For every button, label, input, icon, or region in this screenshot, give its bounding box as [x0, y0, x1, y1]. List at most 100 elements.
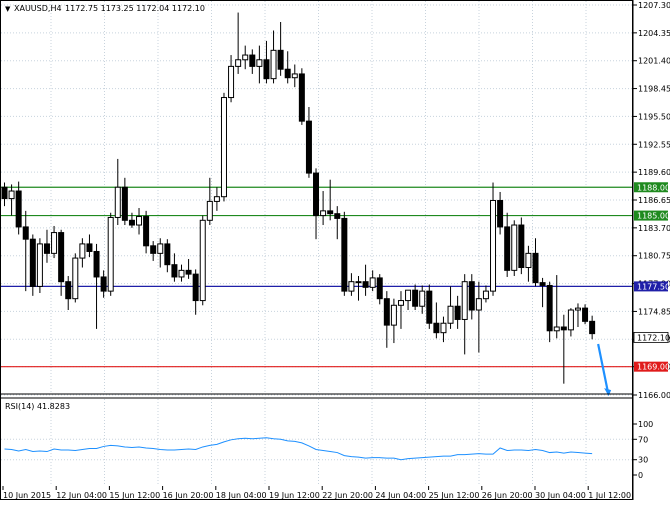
candle — [291, 64, 298, 88]
candle-body-bear — [589, 320, 596, 335]
price-level-tag — [634, 210, 668, 221]
candle-body-bull — [348, 281, 355, 292]
candle-body-bear — [362, 281, 369, 288]
candle — [525, 245, 532, 282]
candle — [447, 286, 454, 329]
rsi-tick-label: 0 — [638, 471, 643, 480]
candle-body-bear — [313, 172, 320, 217]
rsi-tick-label: 30 — [638, 456, 648, 465]
candle — [121, 177, 128, 226]
candle-body-bull — [553, 326, 560, 332]
menu-arrow-icon[interactable]: ▼ — [5, 5, 11, 13]
candle — [298, 68, 305, 125]
candle-body-bull — [235, 59, 242, 67]
candle — [284, 51, 291, 84]
time-tick-label: 24 Jun 04:00 — [375, 491, 426, 500]
candle-body-bear — [376, 277, 383, 300]
candle — [433, 302, 440, 339]
price-tick-label: 1189.60 — [638, 168, 670, 177]
candle — [532, 238, 539, 287]
candle — [461, 274, 468, 355]
candle-body-bull — [114, 186, 121, 218]
time-axis: 10 Jun 2015 12 Jun 04:00 15 Jun 12:00 16 Ju… — [2, 486, 631, 500]
candle — [235, 12, 242, 74]
candle — [228, 55, 235, 103]
candle-body-bear — [383, 298, 390, 326]
candle — [334, 206, 341, 240]
candle — [482, 285, 489, 303]
ohlc-values: 1172.75 1173.25 1172.04 1172.10 — [65, 4, 205, 13]
candle-body-bear — [100, 276, 107, 292]
candle — [454, 295, 461, 329]
candle-body-bull — [461, 281, 468, 320]
candle — [369, 270, 376, 292]
time-tick-label: 18 Jun 04:00 — [216, 491, 267, 500]
chart-frame — [0, 0, 633, 500]
candle-body-bull — [213, 196, 220, 202]
candle-body-bear — [121, 186, 128, 221]
candle-body-bear — [1, 186, 8, 200]
candle — [178, 264, 185, 282]
grid — [1, 1, 632, 485]
candle — [589, 315, 596, 340]
candle-body-bull — [72, 257, 79, 300]
candle-body-bear — [504, 226, 511, 271]
candle — [72, 253, 79, 303]
candle-body-bull — [475, 298, 482, 311]
candle — [206, 177, 213, 226]
current-price-tag — [633, 331, 669, 343]
forecast-arrow-shaft — [597, 343, 610, 394]
candle-body-bull — [320, 210, 327, 217]
current-price-tag-label: 1172.10 — [637, 333, 670, 342]
price-tick-label: 1201.40 — [638, 57, 670, 66]
candle — [1, 182, 8, 207]
price-level-tag — [634, 281, 668, 292]
time-tick-label: 30 Jun 04:00 — [535, 491, 586, 500]
candle-body-bear — [426, 290, 433, 324]
candle-body-bull — [405, 289, 412, 302]
candle-body-bear — [468, 281, 475, 311]
candle — [426, 284, 433, 329]
candle — [518, 217, 525, 275]
candle-body-bull — [355, 281, 362, 284]
candle — [199, 215, 206, 306]
candle-body-bull — [36, 243, 43, 287]
candle — [36, 238, 43, 294]
candle-body-bear — [560, 326, 567, 331]
candle — [270, 30, 277, 84]
time-tick-label: 22 Jun 20:00 — [322, 491, 373, 500]
candle — [405, 289, 412, 311]
candle-body-bear — [433, 322, 440, 334]
candle-body-bear — [454, 305, 461, 320]
price-tick-label: 1174.85 — [638, 307, 670, 316]
candle — [567, 308, 574, 337]
candle — [362, 264, 369, 296]
candle-body-bear — [263, 59, 270, 80]
price-tags: 1188.00 1185.00 1177.50 1169.00 1172.10 — [633, 182, 670, 372]
time-tick-label: 26 Jun 20:00 — [482, 491, 533, 500]
time-tick-label: 12 Jun 04:00 — [56, 491, 107, 500]
candle-body-bull — [220, 97, 227, 198]
candle — [79, 238, 86, 268]
candle — [15, 181, 22, 235]
candle — [355, 276, 362, 301]
candle — [560, 314, 567, 384]
price-tick-label: 1183.70 — [638, 224, 670, 233]
rsi-tick-label: 100 — [638, 420, 653, 429]
candle-body-bear — [15, 190, 22, 228]
candle-body-bear — [341, 217, 348, 292]
candle-body-bull — [291, 73, 298, 79]
candle — [390, 298, 397, 344]
candle — [150, 241, 157, 261]
candle-body-bear — [497, 199, 504, 228]
time-tick-label: 25 Jun 12:00 — [429, 491, 480, 500]
candle — [574, 303, 581, 328]
candle-body-bear — [327, 210, 334, 215]
candle-body-bull — [447, 305, 454, 324]
candle-body-bull — [490, 199, 497, 292]
candle-body-bull — [397, 300, 404, 306]
candle — [475, 281, 482, 353]
candle — [143, 210, 150, 254]
